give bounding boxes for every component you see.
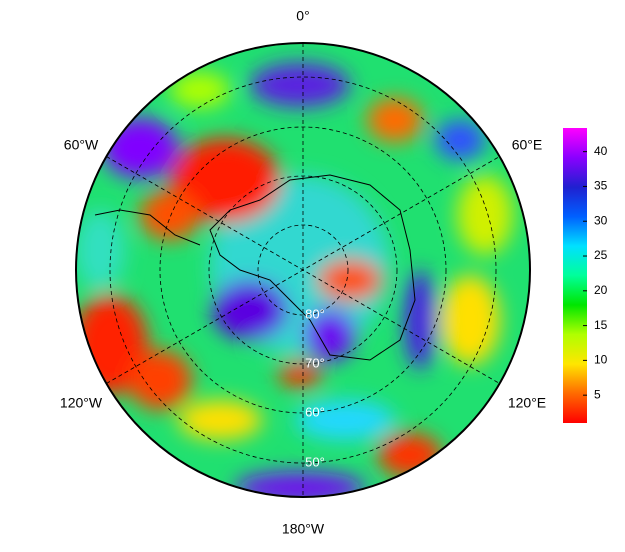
colorbar [563, 128, 587, 423]
longitude-label: 180°W [282, 521, 325, 537]
longitude-label: 60°E [512, 137, 543, 153]
latitude-label: 60° [305, 404, 325, 419]
latitude-label: 70° [305, 355, 325, 370]
colorbar-tick-label: 5 [594, 387, 601, 401]
colorbar-tick-label: 35 [594, 179, 608, 193]
latitude-label: 50° [305, 454, 325, 469]
graticule [106, 43, 500, 497]
colorbar-tick-label: 20 [594, 283, 608, 297]
colorbar-tick-label: 15 [594, 318, 608, 332]
meridian [106, 156, 500, 384]
longitude-label: 120°E [508, 395, 546, 411]
longitude-label: 60°W [64, 137, 99, 153]
colorbar-tick-label: 10 [594, 353, 608, 367]
longitude-label: 0° [296, 8, 309, 24]
coastline [94, 174, 416, 361]
colorbar-tick-label: 25 [594, 248, 608, 262]
latitude-label: 80° [305, 306, 325, 321]
map-border [75, 42, 531, 498]
colorbar-tick-label: 30 [594, 213, 608, 227]
longitude-label: 120°W [60, 395, 103, 411]
colorbar-tick-label: 40 [594, 144, 608, 158]
